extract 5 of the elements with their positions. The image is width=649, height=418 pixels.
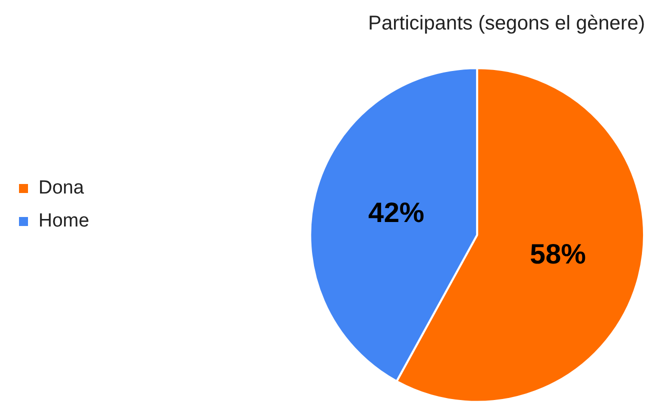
data-label: 42%: [368, 196, 424, 228]
data-label: 58%: [530, 238, 586, 270]
chart-title: Participants (segons el gènere): [368, 12, 645, 35]
legend-label: Home: [38, 210, 90, 232]
legend-label: Dona: [38, 178, 84, 199]
